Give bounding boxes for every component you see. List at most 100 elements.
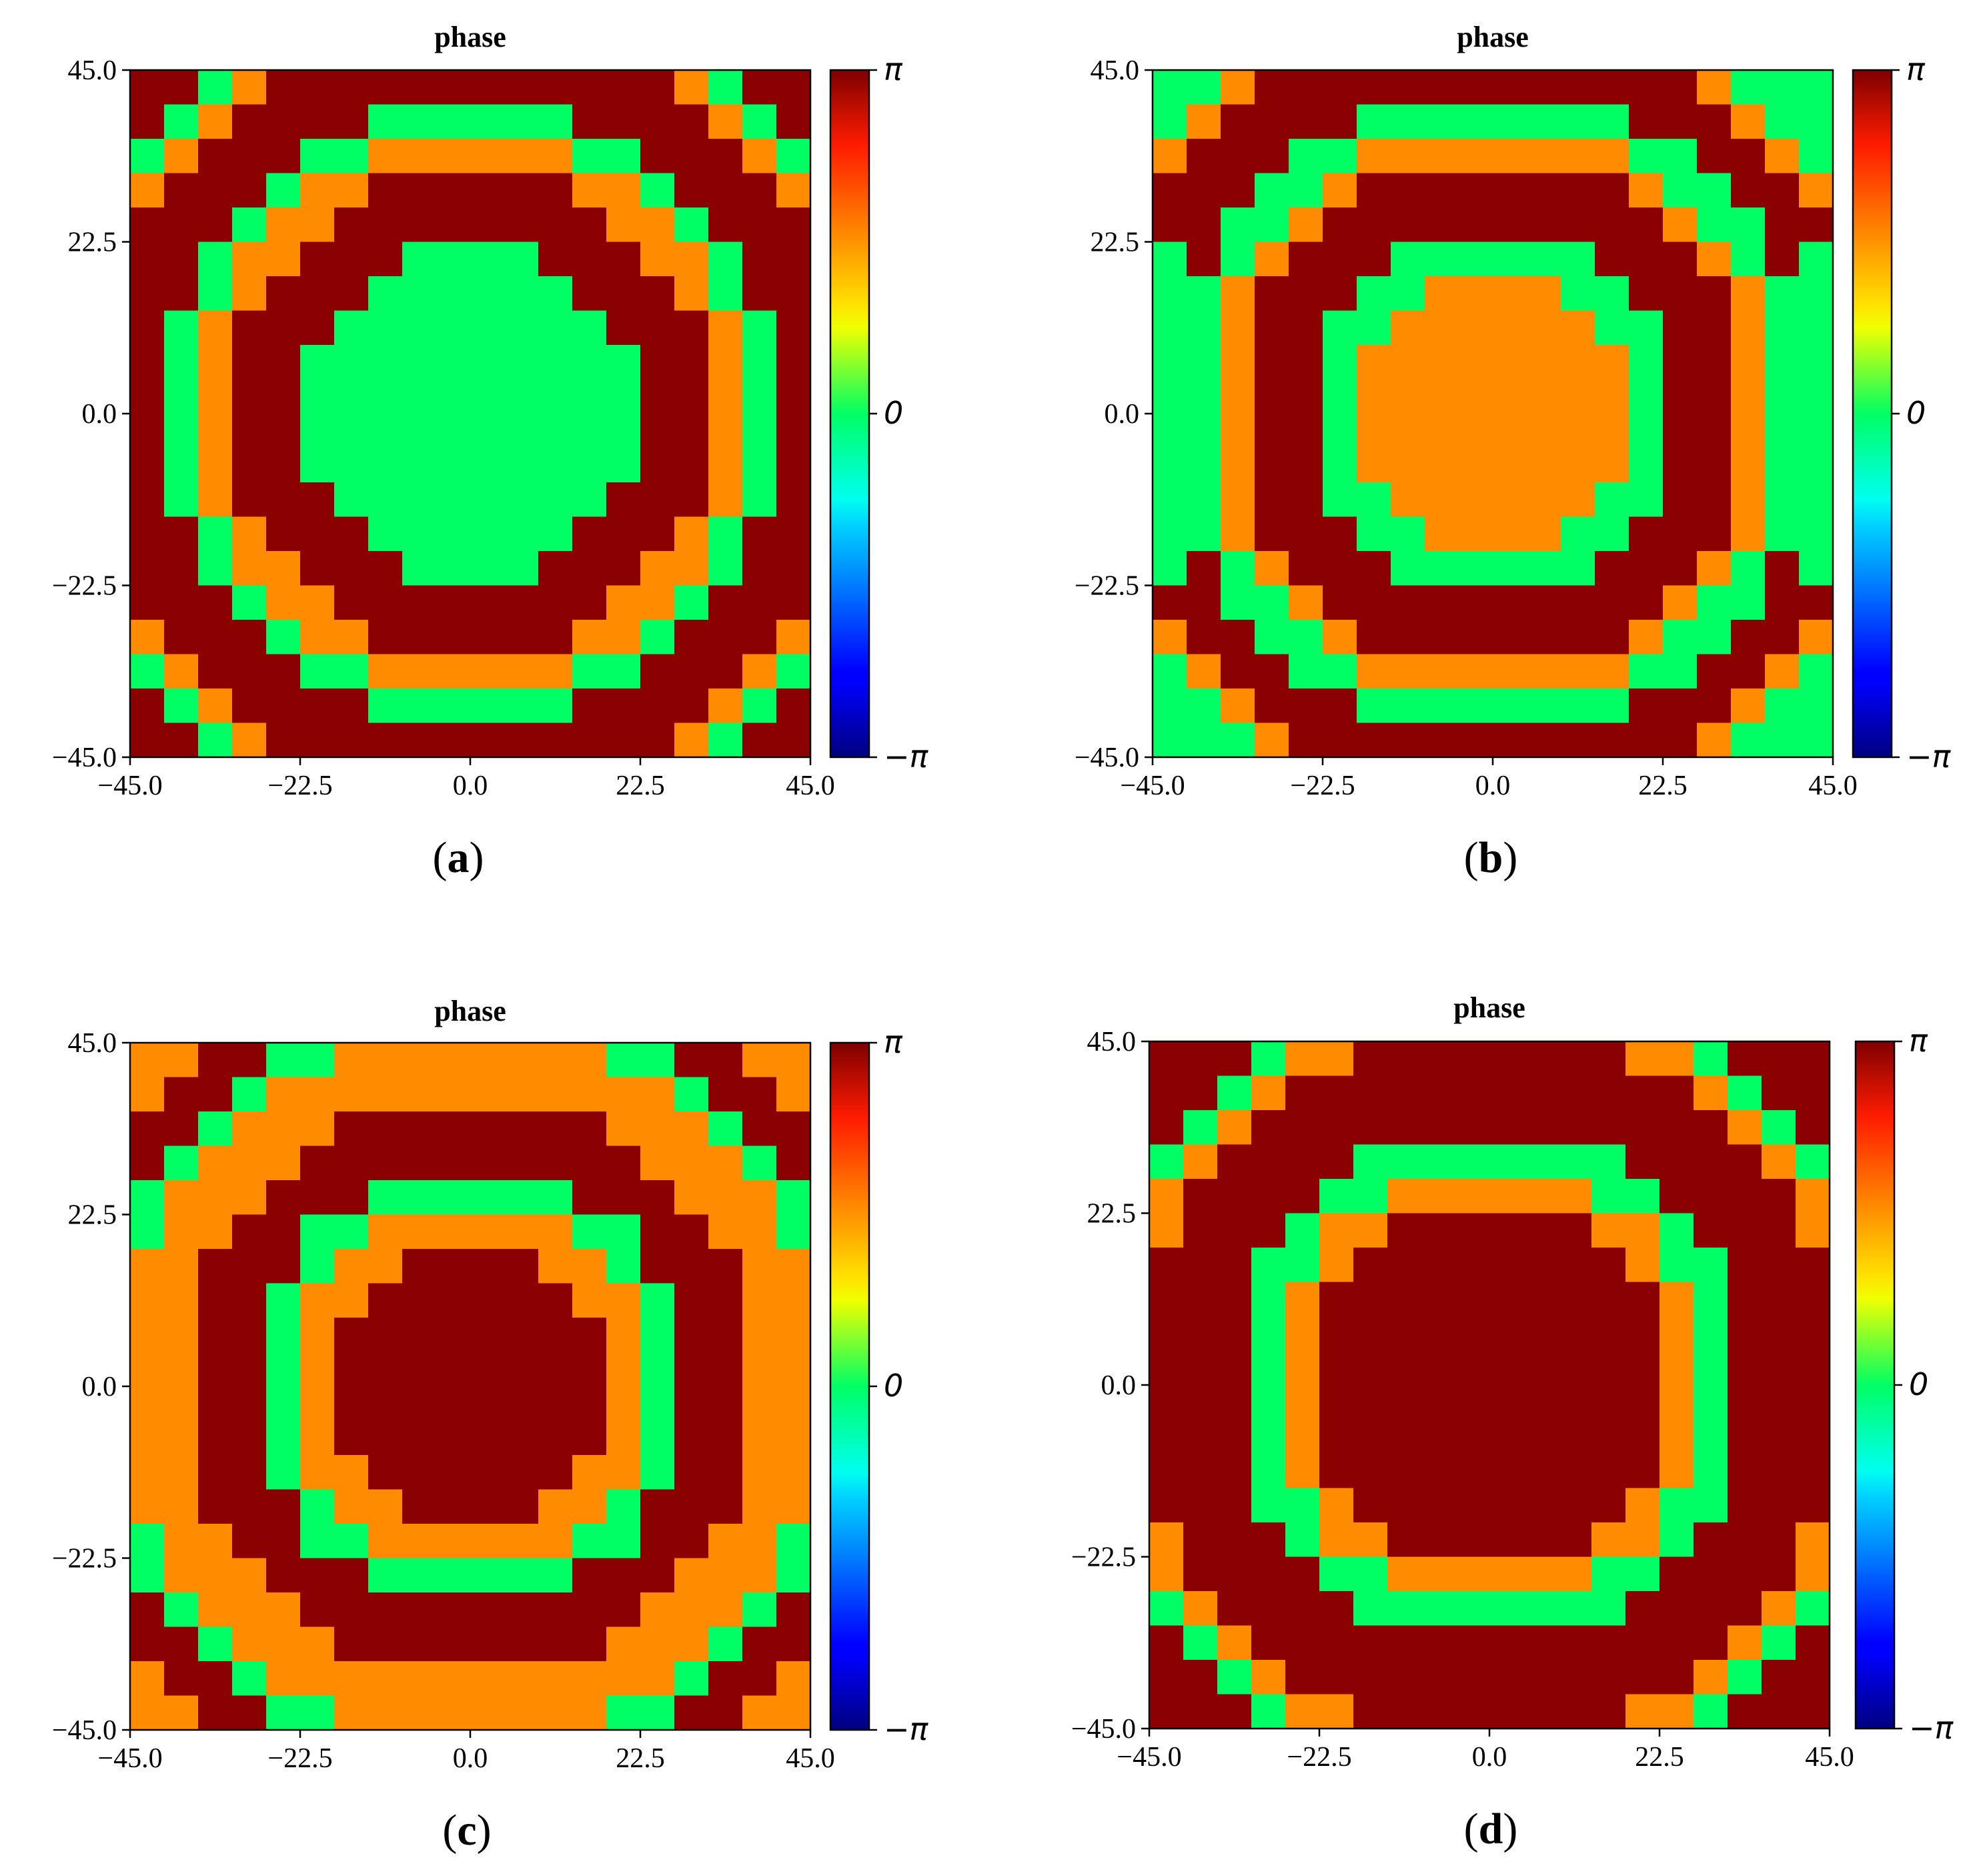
heatmap-cell bbox=[504, 723, 539, 758]
heatmap-cell bbox=[300, 139, 335, 174]
heatmap-cell bbox=[1591, 1488, 1626, 1523]
heatmap-cell bbox=[606, 207, 641, 243]
y-tick-label: −45.0 bbox=[1071, 1714, 1136, 1745]
heatmap-cell bbox=[1187, 516, 1221, 552]
heatmap-cell bbox=[1561, 104, 1595, 139]
heatmap-cell bbox=[1591, 1419, 1626, 1454]
heatmap-cell bbox=[1557, 1316, 1592, 1352]
heatmap-cell bbox=[1357, 620, 1391, 655]
heatmap-cell bbox=[402, 1558, 437, 1593]
heatmap-cell bbox=[1425, 276, 1459, 312]
heatmap-cell bbox=[1796, 1248, 1830, 1283]
heatmap-cell bbox=[164, 448, 199, 483]
heatmap-cell bbox=[402, 688, 437, 724]
x-tick-label: 45.0 bbox=[1808, 771, 1858, 801]
heatmap-cell bbox=[606, 1524, 641, 1559]
heatmap-cell bbox=[1391, 242, 1425, 277]
heatmap-cell bbox=[368, 379, 403, 414]
heatmap-cell bbox=[1697, 585, 1732, 620]
heatmap-cell bbox=[1455, 1075, 1490, 1111]
heatmap-cell bbox=[674, 1386, 709, 1422]
heatmap-cell bbox=[742, 1524, 777, 1559]
heatmap-cell bbox=[1591, 1660, 1626, 1695]
heatmap-cell bbox=[1663, 379, 1698, 414]
heatmap-cell bbox=[1523, 1454, 1558, 1489]
heatmap-cell bbox=[198, 1077, 233, 1112]
heatmap-cell bbox=[1459, 139, 1493, 174]
heatmap-cell bbox=[266, 1695, 301, 1731]
heatmap-cell bbox=[1660, 1075, 1694, 1111]
heatmap-cell bbox=[742, 345, 777, 380]
heatmap-cell bbox=[708, 551, 743, 586]
heatmap-cell bbox=[708, 1455, 743, 1490]
heatmap-cell bbox=[538, 1455, 573, 1490]
heatmap-cell bbox=[1694, 1075, 1728, 1111]
heatmap-cell bbox=[1765, 585, 1800, 620]
heatmap-cell bbox=[470, 1558, 505, 1593]
heatmap-cell bbox=[1149, 1660, 1184, 1695]
heatmap-cell bbox=[538, 1111, 573, 1147]
heatmap-cell bbox=[1251, 1144, 1286, 1180]
heatmap-cell bbox=[606, 414, 641, 449]
heatmap-cell bbox=[504, 104, 539, 139]
heatmap-cell bbox=[1557, 1694, 1592, 1729]
heatmap-cell bbox=[572, 1111, 607, 1147]
heatmap-cell bbox=[742, 1180, 777, 1216]
heatmap-cell bbox=[1796, 1591, 1830, 1626]
heatmap-cell bbox=[368, 173, 403, 208]
heatmap-cell bbox=[1663, 620, 1698, 655]
heatmap-cell bbox=[572, 551, 607, 586]
heatmap-cell bbox=[1629, 551, 1664, 586]
heatmap-cell bbox=[1527, 585, 1561, 620]
heatmap-cell bbox=[1625, 1385, 1660, 1420]
heatmap-cell bbox=[1289, 688, 1323, 724]
heatmap-cell bbox=[1796, 1660, 1830, 1695]
heatmap-cell bbox=[130, 1386, 165, 1422]
y-tick-label: 0.0 bbox=[1105, 399, 1140, 430]
heatmap-cell bbox=[538, 310, 573, 346]
chart-title: phase bbox=[1457, 21, 1529, 53]
heatmap-cell bbox=[708, 104, 743, 139]
heatmap-cell bbox=[1694, 1144, 1728, 1180]
heatmap-cell bbox=[1353, 1556, 1388, 1592]
heatmap-cell bbox=[572, 620, 607, 655]
heatmap-cell bbox=[708, 242, 743, 277]
heatmap-cell bbox=[334, 448, 369, 483]
heatmap-cell bbox=[1557, 1110, 1592, 1145]
heatmap-cell bbox=[1217, 1041, 1252, 1077]
heatmap-cell bbox=[538, 654, 573, 689]
heatmap-cell bbox=[266, 104, 301, 139]
heatmap-cell bbox=[538, 551, 573, 586]
heatmap-cell bbox=[368, 345, 403, 380]
heatmap-cell bbox=[606, 1318, 641, 1353]
heatmap-cell bbox=[504, 70, 539, 105]
heatmap-cell bbox=[504, 139, 539, 174]
heatmap-cell bbox=[1149, 1488, 1184, 1523]
heatmap-cell bbox=[742, 1455, 777, 1490]
heatmap-cell bbox=[1353, 1454, 1388, 1489]
heatmap-cell bbox=[1731, 379, 1766, 414]
heatmap-cell bbox=[1697, 345, 1732, 380]
heatmap-cell bbox=[470, 1524, 505, 1559]
heatmap-cell bbox=[1357, 173, 1391, 208]
x-tick-label: 22.5 bbox=[1638, 771, 1688, 801]
heatmap-cell bbox=[1391, 276, 1425, 312]
heatmap-cell bbox=[1391, 310, 1425, 346]
heatmap-cell bbox=[1493, 551, 1527, 586]
heatmap-cell bbox=[164, 379, 199, 414]
heatmap-cell bbox=[402, 414, 437, 449]
heatmap-cell bbox=[572, 139, 607, 174]
x-tick-label: 22.5 bbox=[616, 771, 665, 801]
heatmap-cell bbox=[1561, 585, 1595, 620]
heatmap-cell bbox=[1187, 70, 1221, 105]
heatmap-cell bbox=[164, 1524, 199, 1559]
heatmap-cell bbox=[300, 173, 335, 208]
panel-label: (d) bbox=[1464, 1805, 1518, 1853]
heatmap-cell bbox=[1561, 310, 1595, 346]
heatmap-cell bbox=[198, 1626, 233, 1662]
heatmap-cell bbox=[1625, 1625, 1660, 1661]
heatmap-cell bbox=[1217, 1179, 1252, 1214]
heatmap-cell bbox=[1765, 242, 1800, 277]
heatmap-cell bbox=[1387, 1625, 1422, 1661]
heatmap-cell bbox=[368, 139, 403, 174]
